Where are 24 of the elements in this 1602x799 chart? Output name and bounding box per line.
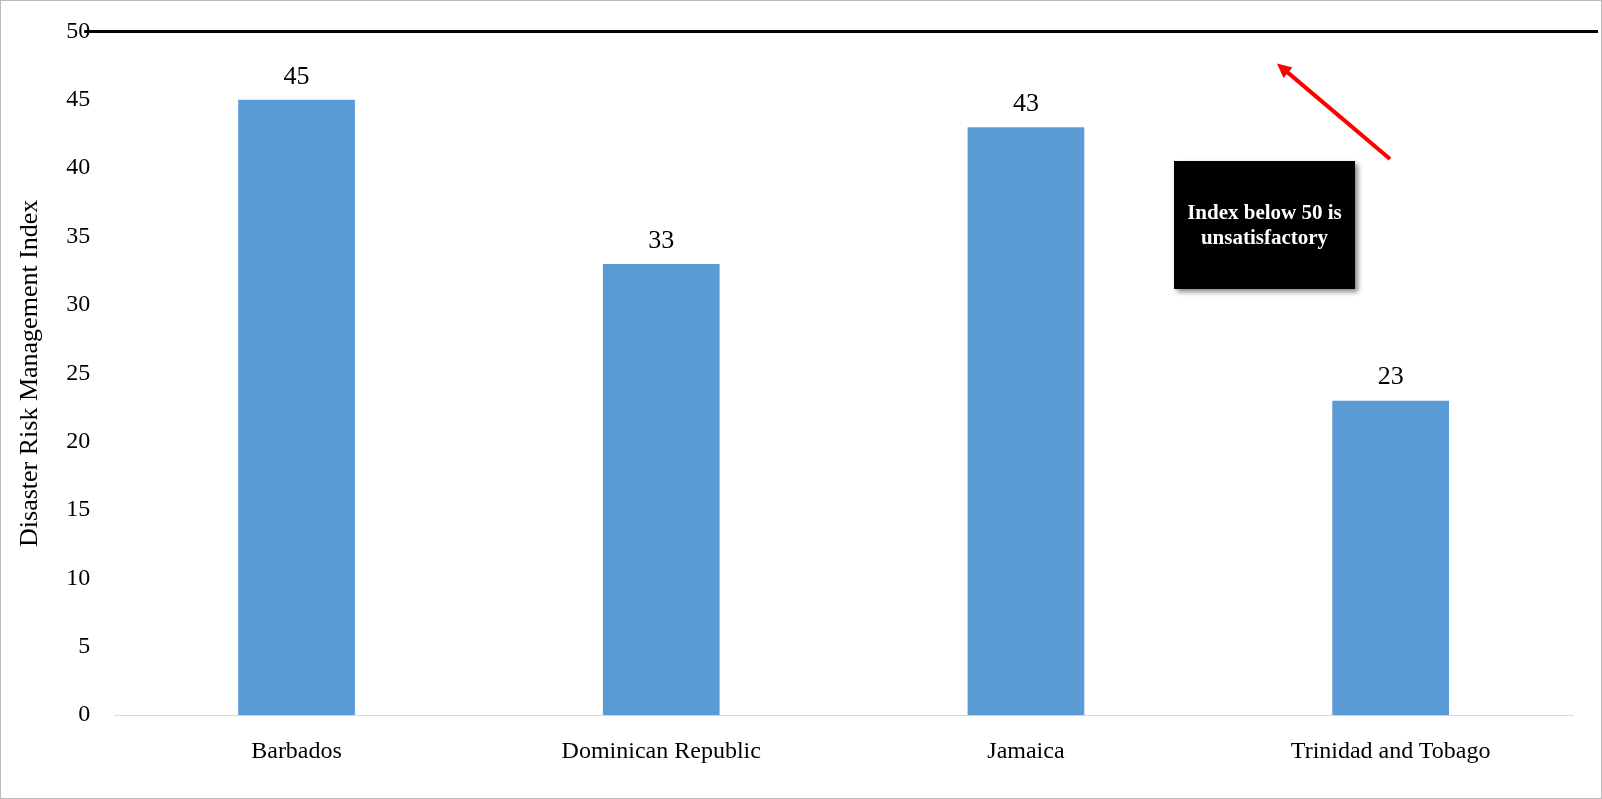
y-tick-label: 10 xyxy=(66,563,91,590)
x-tick-label: Jamaica xyxy=(987,736,1065,763)
y-tick-label: 25 xyxy=(66,358,91,385)
x-tick-label: Dominican Republic xyxy=(561,736,761,763)
y-tick-label: 20 xyxy=(66,426,91,453)
y-tick-label: 40 xyxy=(66,153,91,180)
y-tick-label: 30 xyxy=(66,290,91,317)
bar xyxy=(967,127,1085,716)
y-axis-title: Disaster Risk Management Index xyxy=(14,199,44,547)
y-tick-label: 15 xyxy=(66,495,91,522)
data-label: 45 xyxy=(283,60,310,90)
data-label: 23 xyxy=(1377,361,1404,391)
y-tick-label: 35 xyxy=(66,221,91,248)
bar xyxy=(602,263,720,716)
bar xyxy=(1332,400,1449,716)
x-tick-label: Barbados xyxy=(251,736,342,763)
y-tick-label: 5 xyxy=(78,632,91,659)
y-tick-label: 45 xyxy=(66,85,91,112)
y-tick-label: 0 xyxy=(78,700,91,727)
callout-box: Index below 50 is unsatisfactory xyxy=(1174,161,1355,289)
bar xyxy=(238,99,355,716)
data-label: 33 xyxy=(648,224,675,254)
data-label: 43 xyxy=(1012,87,1039,117)
x-tick-label: Trinidad and Tobago xyxy=(1290,736,1491,763)
